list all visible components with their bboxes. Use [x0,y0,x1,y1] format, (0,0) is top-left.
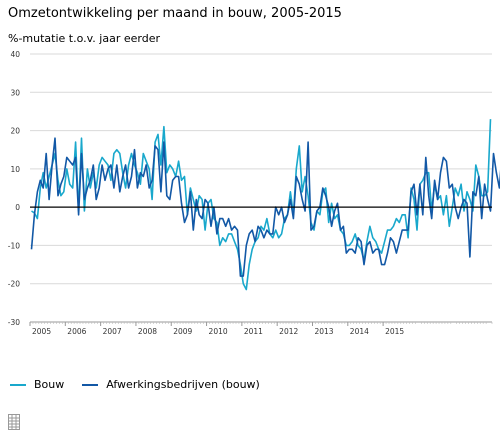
x-tick-label: 2014 [350,327,369,336]
y-tick-label: 0 [15,203,20,212]
chart-title: Omzetontwikkeling per maand in bouw, 200… [8,6,342,21]
y-tick-label: 40 [10,50,20,59]
y-tick-label: -20 [8,280,20,289]
x-tick-label: 2011 [244,327,263,336]
series-line-bouw [31,119,492,291]
legend-swatch-afwerkingsbedrijven [82,383,99,386]
x-tick-label: 2005 [32,327,51,336]
series-line-afwerkingsbedrijven [30,137,500,277]
x-tick-label: 2009 [173,327,192,336]
x-tick-label: 2010 [209,327,228,336]
x-tick-label: 2015 [385,327,404,336]
x-tick-label: 2008 [138,327,157,336]
y-tick-label: -30 [8,318,20,327]
y-axis-label: %-mutatie t.o.v. jaar eerder [8,32,160,45]
table-icon[interactable] [8,414,20,430]
x-tick-label: 2006 [67,327,86,336]
y-tick-label: 10 [10,165,20,174]
legend-item-afwerkingsbedrijven[interactable]: Afwerkingsbedrijven (bouw) [82,378,260,391]
x-tick-label: 2007 [103,327,122,336]
legend-swatch-bouw [10,383,26,386]
x-tick-label: 2012 [279,327,298,336]
y-tick-label: -10 [8,241,20,250]
legend-label-bouw: Bouw [34,378,65,391]
y-tick-label: 20 [10,127,20,136]
chart-legend: Bouw Afwerkingsbedrijven (bouw) [10,378,278,391]
x-tick-label: 2013 [314,327,333,336]
legend-item-bouw[interactable]: Bouw [10,378,64,391]
legend-label-afwerkingsbedrijven: Afwerkingsbedrijven (bouw) [106,378,260,391]
y-tick-label: 30 [10,88,20,97]
